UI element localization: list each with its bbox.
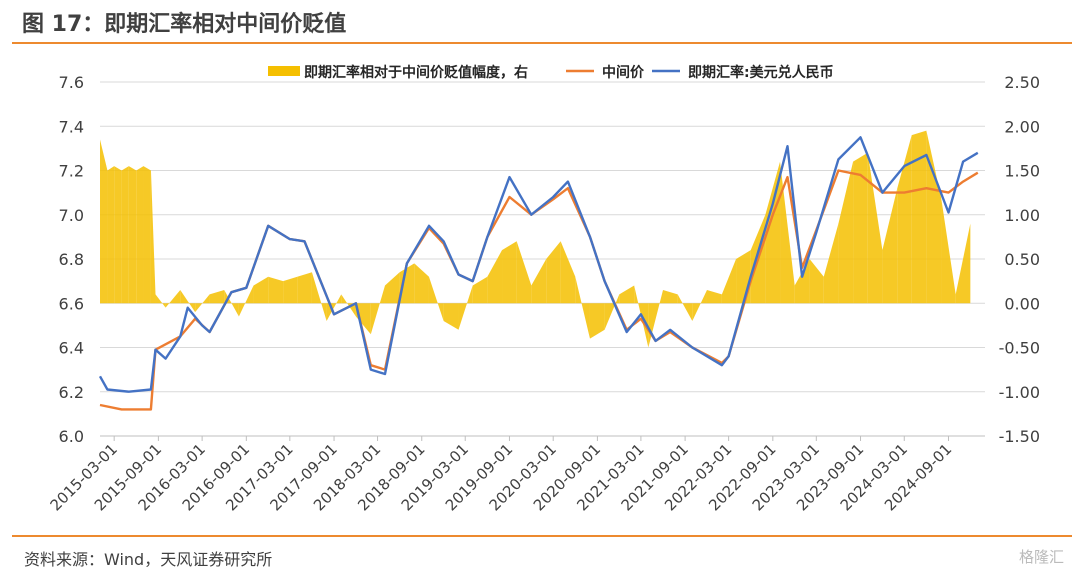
depreciation-bar — [546, 241, 561, 304]
depreciation-bar — [634, 285, 649, 348]
y-left-tick-label: 6.2 — [59, 383, 84, 402]
depreciation-bar — [114, 166, 122, 304]
depreciation-bar — [853, 152, 868, 304]
depreciation-bar — [648, 289, 664, 348]
exchange-rate-chart: 6.0 6.2 6.4 6.6 6.8 7.0 7.2 7.4 7.6 -1.50 -1.00 -0.… — [47, 64, 1040, 514]
depreciation-bar — [721, 259, 737, 304]
depreciation-bar — [414, 263, 429, 304]
depreciation-bar — [897, 135, 912, 304]
depreciation-bar — [326, 294, 342, 321]
legend: 即期汇率相对于中间价贬值幅度，右 中间价 即期汇率:美元兑人民币 — [268, 64, 834, 81]
legend-label: 即期汇率:美元兑人民币 — [688, 64, 834, 81]
depreciation-bar — [209, 289, 225, 304]
source-note: 资料来源：Wind，天风证券研究所 — [24, 550, 273, 569]
depreciation-bar — [443, 303, 459, 330]
depreciation-bar — [823, 223, 839, 304]
depreciation-bar — [706, 289, 722, 304]
y-left-tick-label: 6.4 — [59, 339, 84, 358]
depreciation-bar — [560, 241, 576, 304]
spot-rate-line — [98, 136, 979, 393]
y-right-tick-label: -1.00 — [999, 383, 1040, 402]
depreciation-bar — [165, 289, 181, 308]
footer-rule — [12, 535, 1072, 537]
depreciation-bar — [121, 166, 129, 304]
depreciation-bar — [765, 161, 781, 304]
depreciation-bar — [502, 241, 517, 304]
depreciation-bar — [136, 166, 144, 304]
legend-swatch-bars — [268, 66, 300, 76]
depreciation-bar — [575, 276, 590, 339]
y-right-tick-label: 0.50 — [1004, 250, 1040, 269]
page-title: 图 17：即期汇率相对中间价贬值 — [22, 12, 347, 37]
depreciation-bar — [155, 294, 166, 308]
depreciation-bar — [589, 303, 605, 339]
y-right-tick-label: 0.00 — [1004, 294, 1040, 313]
depreciation-bar — [297, 272, 312, 304]
y-left-tick-label: 7.4 — [59, 117, 84, 136]
depreciation-bar — [399, 263, 415, 304]
depreciation-bar — [809, 259, 824, 304]
y-right-tick-label: 2.50 — [1004, 73, 1040, 92]
y-left-tick-label: 7.6 — [59, 73, 84, 92]
legend-label: 中间价 — [602, 64, 645, 81]
depreciation-bar — [268, 276, 284, 304]
y-left-tick-label: 7.2 — [59, 162, 84, 181]
y-right-tick-label: -1.50 — [999, 427, 1040, 446]
depreciation-bar — [677, 294, 693, 321]
depreciation-bar — [882, 188, 898, 304]
depreciation-bar — [926, 130, 942, 304]
y-left-tick-label: 6.8 — [59, 250, 84, 269]
depreciation-bar — [195, 294, 210, 313]
depreciation-bar — [253, 276, 269, 304]
depreciation-bar — [736, 250, 751, 304]
depreciation-bar — [663, 289, 678, 304]
depreciation-bar — [619, 285, 635, 304]
depreciation-bar — [941, 197, 956, 304]
y-right-tick-label: 1.00 — [1004, 206, 1040, 225]
depreciation-bar — [238, 285, 254, 317]
depreciation-bar — [911, 130, 927, 304]
y-left-tick-label: 6.6 — [59, 294, 84, 313]
depreciation-bar — [531, 259, 547, 304]
y-right-tick-label: 1.50 — [1004, 162, 1040, 181]
depreciation-bar — [955, 223, 971, 304]
depreciation-bar — [128, 166, 137, 304]
depreciation-bar — [370, 285, 385, 335]
depreciation-bar — [516, 241, 532, 304]
depreciation-bar — [487, 250, 503, 304]
title-rule — [12, 42, 1072, 44]
depreciation-bar — [355, 303, 371, 335]
y-left-tick-label: 6.0 — [59, 427, 84, 446]
depreciation-bar — [384, 272, 400, 304]
watermark-logo: 格隆汇 — [1018, 548, 1064, 566]
depreciation-bar — [780, 161, 795, 304]
depreciation-bars — [100, 130, 971, 348]
depreciation-bar — [283, 276, 298, 304]
depreciation-bar — [692, 289, 707, 321]
depreciation-bar — [143, 166, 151, 304]
depreciation-bar — [150, 170, 156, 304]
y-left-tick-label: 7.0 — [59, 206, 84, 225]
rate-lines — [98, 136, 979, 411]
depreciation-bar — [472, 276, 488, 304]
depreciation-bar — [458, 285, 473, 330]
depreciation-bar — [794, 259, 810, 304]
depreciation-bar — [838, 161, 854, 304]
depreciation-bar — [180, 289, 196, 313]
depreciation-bar — [428, 276, 444, 321]
y-right-tick-label: -0.50 — [999, 339, 1040, 358]
y-right-tick-label: 2.00 — [1004, 117, 1040, 136]
legend-label: 即期汇率相对于中间价贬值幅度，右 — [304, 64, 528, 81]
depreciation-bar — [867, 152, 883, 304]
depreciation-bar — [100, 139, 108, 304]
depreciation-bar — [341, 294, 356, 317]
depreciation-bar — [107, 166, 115, 304]
